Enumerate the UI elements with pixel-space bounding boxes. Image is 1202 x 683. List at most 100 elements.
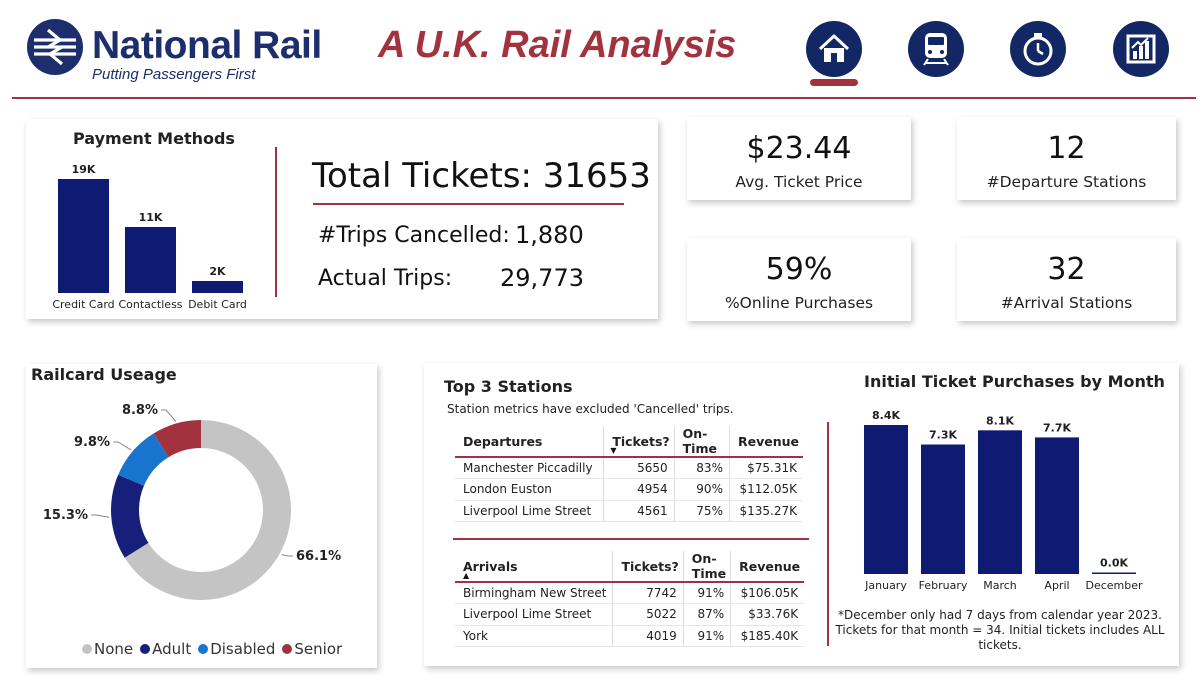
table-row[interactable]: London Euston 4954 90% $112.05K <box>455 478 803 501</box>
kpi-avg-ticket-price: $23.44 Avg. Ticket Price <box>687 117 911 200</box>
bar-april[interactable] <box>1035 437 1079 574</box>
bar-data-label: 0.0K <box>1100 557 1128 570</box>
kpi-label: #Departure Stations <box>986 173 1147 191</box>
kpi-departure-stations: 12 #Departure Stations <box>957 117 1176 200</box>
bar-february[interactable] <box>921 444 965 574</box>
payment-methods-title: Payment Methods <box>73 129 235 148</box>
double-arrow-logo-icon <box>27 19 83 75</box>
category-label: January <box>864 579 907 592</box>
stations-note: Station metrics have excluded 'Cancelled… <box>447 402 734 416</box>
arrivals-col-station-label: Arrivals <box>463 558 518 574</box>
metric-cell: 91% <box>683 582 732 604</box>
bar-data-label: 19K <box>72 163 96 176</box>
metric-cell: 5650 <box>603 457 675 479</box>
category-label: February <box>919 579 968 592</box>
metric-cell: 7742 <box>612 582 684 604</box>
kpi-label: %Online Purchases <box>724 294 874 312</box>
donut-slice-adult[interactable] <box>111 474 149 558</box>
metric-cell: 4019 <box>612 625 684 647</box>
table-row[interactable]: Liverpool Lime Street 4561 75% $135.27K <box>455 500 803 522</box>
legend-swatch <box>82 644 92 654</box>
train-icon <box>923 33 949 66</box>
arrivals-col-tickets[interactable]: Tickets? <box>612 551 684 582</box>
railcard-donut-chart: 66.1% 15.3% 9.8% 8.8% <box>43 403 341 600</box>
donut-slice-senior[interactable] <box>153 420 201 458</box>
bar-december[interactable] <box>1092 572 1136 575</box>
railcard-legend: None Adult Disabled Senior <box>82 640 345 658</box>
legend-label: None <box>94 640 134 658</box>
metric-cell: 90% <box>674 478 730 501</box>
metric-cell: 91% <box>683 625 732 647</box>
active-page-indicator <box>810 79 858 86</box>
metric-cell: $33.76K <box>730 603 805 626</box>
station-cell: Birmingham New Street <box>455 582 614 604</box>
leader-line <box>91 514 110 518</box>
donut-slice-none[interactable] <box>124 420 292 600</box>
donut-slice-disabled[interactable] <box>118 433 169 486</box>
top-stations-title: Top 3 Stations <box>444 377 573 396</box>
arrivals-col-revenue[interactable]: Revenue <box>739 558 801 574</box>
header-divider <box>12 97 1196 99</box>
table-row[interactable]: Birmingham New Street 7742 91% $106.05K <box>455 582 805 604</box>
bar-data-label: 11K <box>139 211 163 224</box>
monthly-purchases-chart: 8.4K January 7.3K February 8.1K March 7.7K Apri… <box>864 409 1143 592</box>
payment-methods-chart: 19K Credit Card 11K Contactless 2K Debit Card <box>52 163 247 311</box>
bar-contactless[interactable] <box>125 227 176 293</box>
leader-line <box>281 554 293 557</box>
category-label: December <box>1085 579 1143 592</box>
legend-item-disabled[interactable]: Disabled <box>198 640 275 658</box>
station-cell: York <box>455 625 614 647</box>
table-row[interactable]: York 4019 91% $185.40K <box>455 625 805 647</box>
arrivals-col-ontime[interactable]: On-Time <box>683 551 732 582</box>
donut-data-label: 9.8% <box>74 435 110 450</box>
kpi-label: Avg. Ticket Price <box>735 173 863 191</box>
kpi-value: 59% <box>765 252 833 287</box>
trips-cancelled-value: 1,880 <box>515 221 584 249</box>
railcard-usage-card <box>26 364 377 668</box>
arrivals-table: Arrivals ▲ Tickets? On-Time Revenue Birmi… <box>455 551 805 647</box>
sort-descending-icon: ▼ <box>610 446 617 455</box>
departures-col-tickets[interactable]: Tickets? ▼ <box>603 426 675 457</box>
station-cell: London Euston <box>455 478 605 501</box>
logo-tagline: Putting Passengers First <box>92 66 256 83</box>
departures-col-ontime[interactable]: On-Time <box>674 426 730 457</box>
kpi-arrival-stations: 32 #Arrival Stations <box>957 238 1176 321</box>
departures-col-revenue[interactable]: Revenue <box>737 433 799 449</box>
trips-cancelled-label: #Trips Cancelled: <box>318 223 510 248</box>
nav-report-button[interactable] <box>1113 21 1169 77</box>
nav-stopwatch-button[interactable] <box>1010 21 1066 77</box>
departures-col-station[interactable]: Departures <box>455 426 605 457</box>
kpi-value: $23.44 <box>746 131 852 166</box>
bar-march[interactable] <box>978 430 1022 574</box>
arrivals-col-station[interactable]: Arrivals ▲ <box>455 551 614 582</box>
bar-debit-card[interactable] <box>192 281 243 293</box>
legend-item-none[interactable]: None <box>82 640 133 658</box>
bar-data-label: 7.7K <box>1043 421 1071 434</box>
bar-data-label: 8.4K <box>872 409 900 422</box>
station-cell: Manchester Piccadilly <box>455 457 605 479</box>
home-icon <box>818 34 850 62</box>
nav-home-button[interactable] <box>806 21 862 77</box>
metric-cell: $185.40K <box>730 625 805 647</box>
metric-cell: $135.27K <box>729 500 803 522</box>
card-divider <box>275 147 277 297</box>
bar-credit-card[interactable] <box>58 179 109 293</box>
bar-january[interactable] <box>864 425 908 574</box>
station-cell: Liverpool Lime Street <box>455 603 614 626</box>
nav-train-button[interactable] <box>908 21 964 77</box>
table-row[interactable]: Liverpool Lime Street 5022 87% $33.76K <box>455 603 805 626</box>
legend-item-senior[interactable]: Senior <box>282 640 342 658</box>
total-tickets-label: Total Tickets: 31653 <box>312 156 651 196</box>
table-row[interactable]: Manchester Piccadilly 5650 83% $75.31K <box>455 457 803 479</box>
departures-table: Departures Tickets? ▼ On-Time Revenue Man… <box>455 426 803 522</box>
category-label: March <box>983 579 1017 592</box>
metric-cell: $106.05K <box>730 582 805 604</box>
category-label: Credit Card <box>52 298 114 311</box>
donut-data-label: 8.8% <box>122 403 158 418</box>
legend-item-adult[interactable]: Adult <box>140 640 191 658</box>
metric-cell: $112.05K <box>729 478 803 501</box>
kpi-label: #Arrival Stations <box>1000 294 1133 312</box>
donut-data-label: 66.1% <box>296 549 341 564</box>
metric-cell: 83% <box>674 457 730 479</box>
kpi-value: 12 <box>1047 131 1086 166</box>
